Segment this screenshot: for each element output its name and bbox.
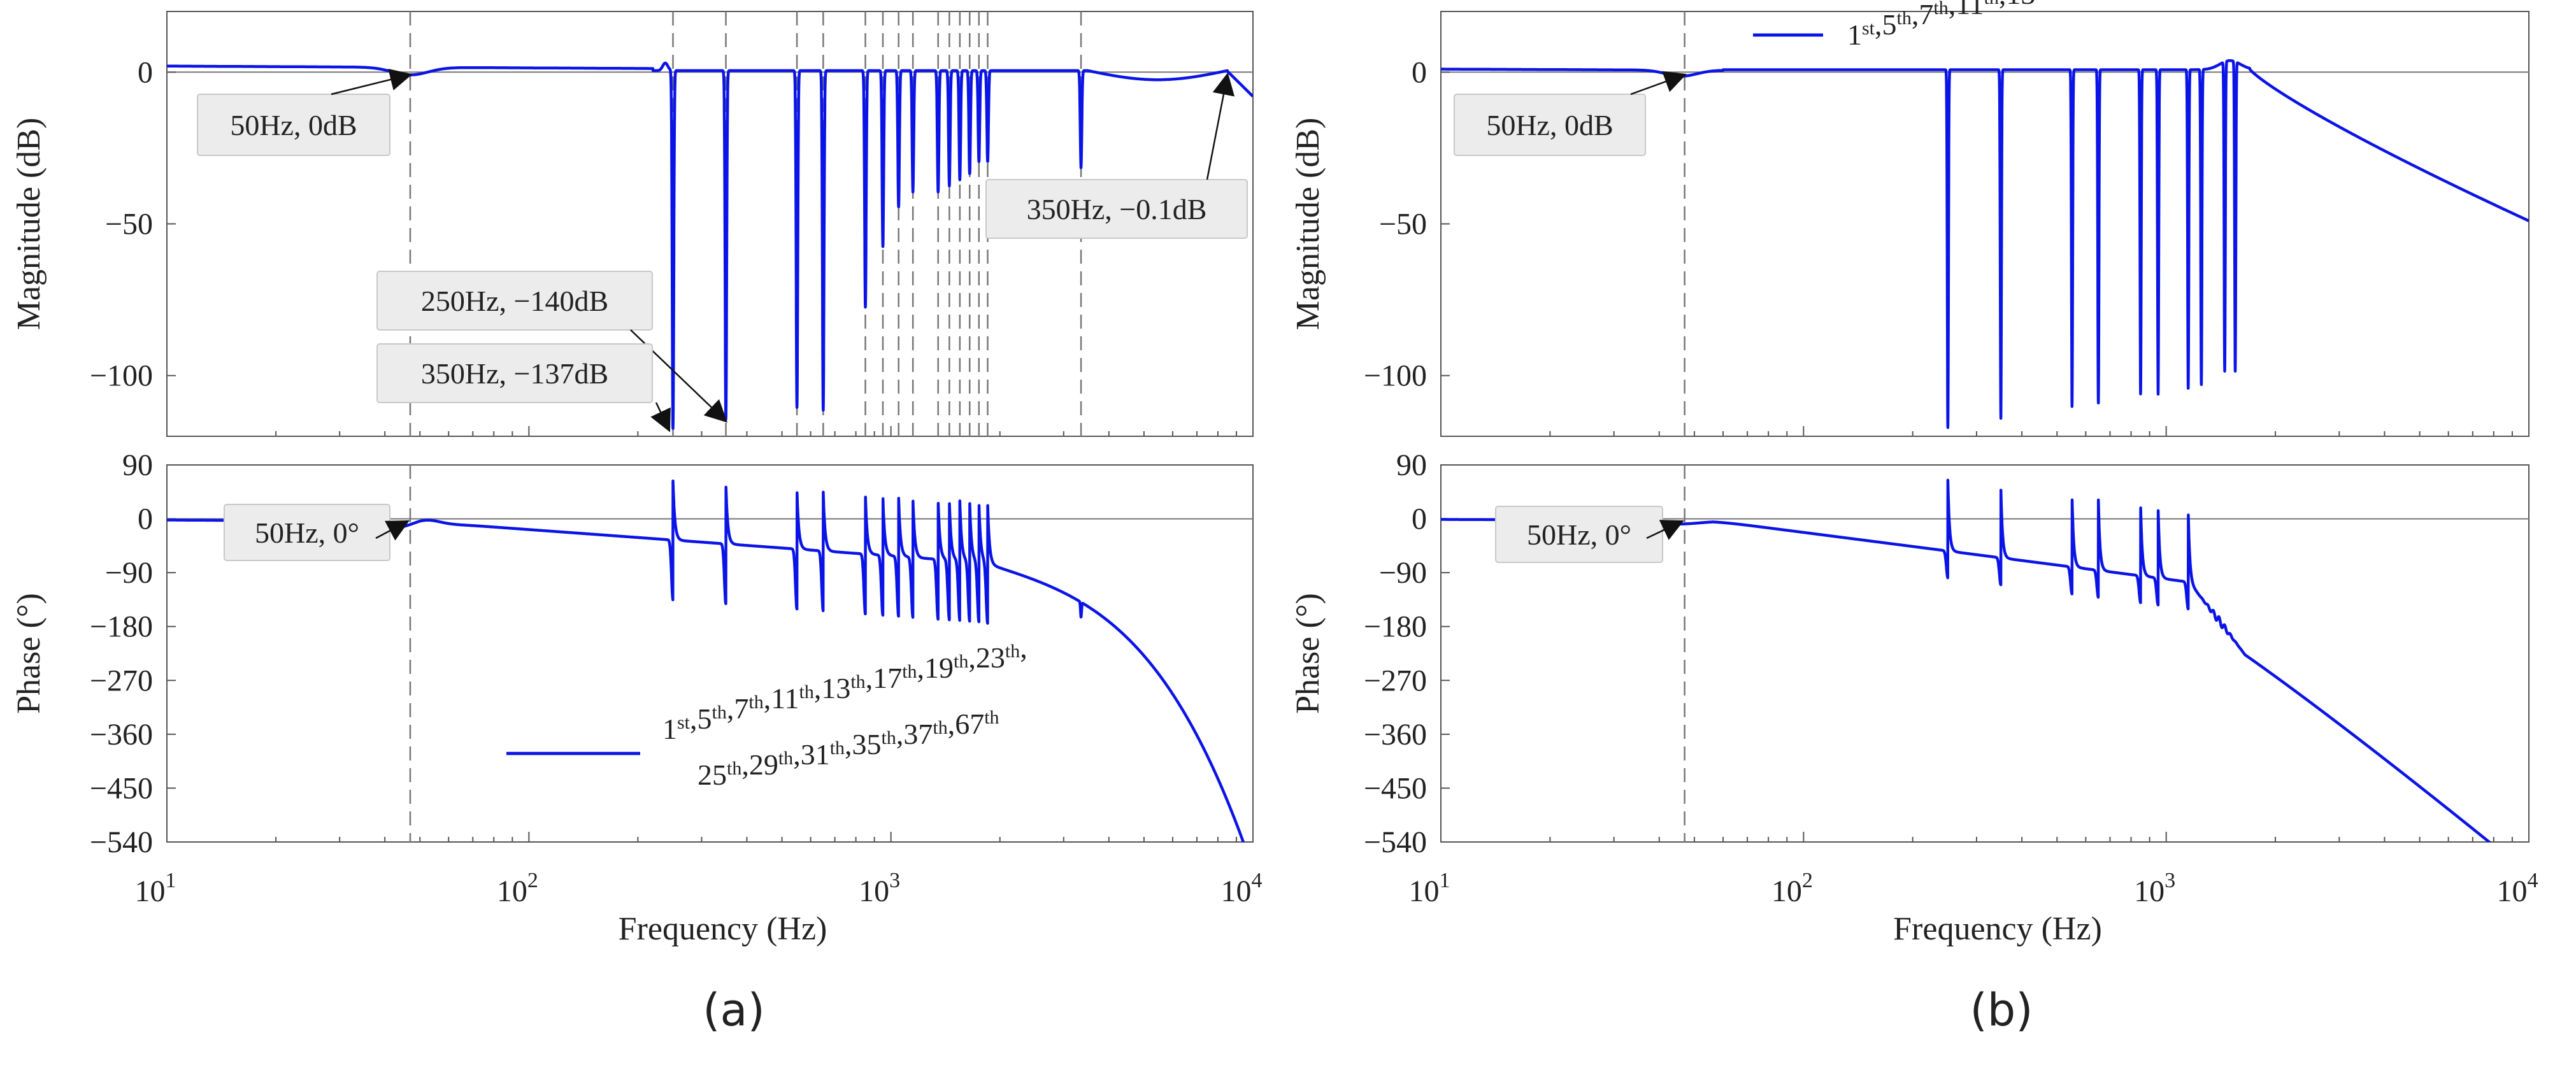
annotation-350hz-0-1db: 350Hz, −0.1dB xyxy=(985,72,1248,239)
annotation-phase-50hz: 50Hz, 0° xyxy=(224,504,410,561)
panel-label: (b) xyxy=(1970,984,2033,1036)
annotation-350hz-137db: 350Hz, −137dB xyxy=(376,343,671,432)
phase-axis-label: Phase (°) xyxy=(11,593,47,714)
annotation-50hz-0db: 50Hz, 0dB xyxy=(197,68,413,156)
phase-y-tick-label: −450 xyxy=(1364,771,1427,805)
legend-a: 1st,5th,7th,11th,13th,17th,19th,23th,25t… xyxy=(506,631,1027,791)
phase-y-tick-label: −90 xyxy=(1379,556,1427,590)
x-tick-label: 101 xyxy=(1409,869,1450,908)
phase-y-tick-label: 0 xyxy=(138,503,153,536)
phase-axis-label: Phase (°) xyxy=(1290,593,1326,714)
annotation-text: 50Hz, 0° xyxy=(255,517,359,549)
panel-label: (a) xyxy=(703,984,765,1036)
magnitude-plot-frame xyxy=(1440,11,2529,437)
phase-y-tick-label: −450 xyxy=(90,771,153,805)
annotation-text: 250Hz, −140dB xyxy=(421,285,608,317)
annotation-250hz: 250Hz, −140dB xyxy=(376,271,728,423)
magnitude-y-tick-label: −50 xyxy=(1379,208,1427,241)
annotation-box xyxy=(376,343,653,403)
annotation-arrow xyxy=(331,68,413,96)
phase-y-tick-label: −180 xyxy=(90,610,153,644)
magnitude-y-tick-label: 0 xyxy=(1412,55,1427,89)
annotation-b-50hz-0db: 50Hz, 0dB xyxy=(1454,71,1687,156)
phase-y-tick-label: −540 xyxy=(90,825,153,859)
panel-a: 0 −50 −100 90 0 −90 −180 −270 −360 −450 −540 101 102… xyxy=(11,11,1263,1036)
annotation-arrow xyxy=(1206,72,1235,180)
legend-b: 1st,5th,7th,11th,13th,17th,19th,23th,25t… xyxy=(1753,0,2359,51)
legend-text-line-1: 1st,5th,7th,11th,13th,17th,19th,23th, xyxy=(662,631,1027,745)
annotation-arrow xyxy=(1630,71,1687,96)
legend-b-text: 1st,5th,7th,11th,13th,17th,19th,23th,25t… xyxy=(1847,0,2359,51)
x-tick-label: 102 xyxy=(497,869,538,908)
magnitude-axis-label: Magnitude (dB) xyxy=(1290,118,1326,331)
magnitude-axis-label: Magnitude (dB) xyxy=(11,118,47,331)
phase-y-tick-label: −180 xyxy=(1364,610,1427,644)
phase-y-tick-label: 90 xyxy=(122,448,153,482)
x-tick-label: 102 xyxy=(1771,869,1813,908)
phase-plot-frame xyxy=(166,464,1254,843)
phase-y-tick-label: 90 xyxy=(1396,448,1427,482)
frequency-axis-label: Frequency (Hz) xyxy=(619,911,827,947)
magnitude-curve xyxy=(167,61,1253,430)
magnitude-curve xyxy=(1441,59,2529,429)
phase-plot-frame xyxy=(1440,464,2529,843)
x-tick-label: 101 xyxy=(135,869,176,908)
x-tick-label: 103 xyxy=(2134,869,2175,908)
phase-y-tick-label: −270 xyxy=(1364,664,1427,697)
frequency-axis-label: Frequency (Hz) xyxy=(1893,911,2102,947)
phase-y-tick-label: −270 xyxy=(90,664,153,697)
annotation-text: 350Hz, −137dB xyxy=(421,357,608,390)
panel-b: 0 −50 −100 90 0 −90 −180 −270 −360 −450 −540 101 102… xyxy=(1290,0,2538,1036)
annotation-text: 50Hz, 0° xyxy=(1527,518,1631,551)
phase-y-tick-label: −360 xyxy=(90,718,153,752)
annotation-arrow xyxy=(375,520,410,541)
phase-y-tick-label: 0 xyxy=(1412,503,1427,536)
phase-y-tick-label: −90 xyxy=(105,556,153,590)
magnitude-y-tick-label: 0 xyxy=(138,55,153,89)
x-tick-label: 103 xyxy=(859,869,900,908)
legend-text-line-2: 25th,29th,31th,35th,37th,67th xyxy=(698,707,999,791)
magnitude-y-tick-label: −100 xyxy=(1364,359,1427,393)
annotation-text: 50Hz, 0dB xyxy=(230,109,357,141)
annotation-box xyxy=(985,179,1248,239)
magnitude-y-tick-label: −50 xyxy=(105,208,153,241)
annotation-b-phase-50hz: 50Hz, 0° xyxy=(1495,506,1684,563)
phase-y-tick-label: −540 xyxy=(1364,825,1427,859)
annotation-box xyxy=(197,94,390,156)
annotation-text: 350Hz, −0.1dB xyxy=(1027,193,1207,225)
annotation-arrow xyxy=(650,402,671,432)
annotation-box xyxy=(1454,94,1646,156)
x-tick-label: 104 xyxy=(2497,869,2538,908)
magnitude-y-tick-label: −100 xyxy=(90,359,153,393)
x-tick-label: 104 xyxy=(1221,869,1263,908)
annotation-text: 50Hz, 0dB xyxy=(1486,109,1613,141)
annotation-arrow xyxy=(1646,520,1684,540)
annotation-box xyxy=(376,271,653,331)
phase-y-tick-label: −360 xyxy=(1364,718,1427,752)
